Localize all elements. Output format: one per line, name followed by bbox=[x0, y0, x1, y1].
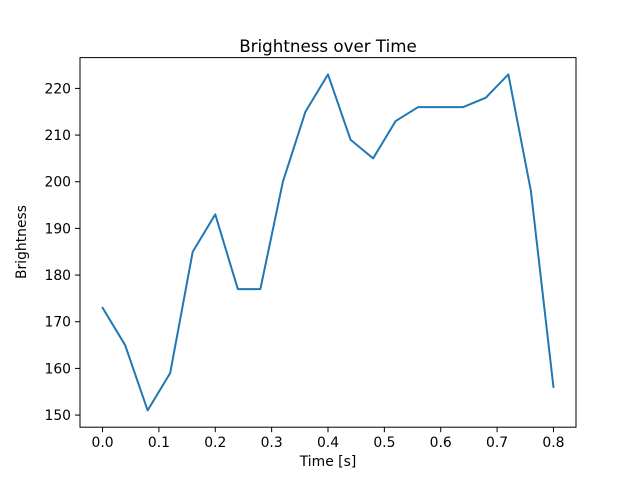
x-tick-label: 0.5 bbox=[373, 435, 395, 451]
x-tick-label: 0.8 bbox=[542, 435, 564, 451]
x-tick-label: 0.3 bbox=[261, 435, 283, 451]
plot-area: 0.0 0.1 0.2 0.3 0.4 0.5 0.6 0.7 0.8 150 160 170 180 1… bbox=[44, 57, 577, 451]
y-tick-label: 170 bbox=[44, 315, 71, 331]
y-tick-label: 150 bbox=[44, 408, 71, 424]
x-tick-label: 0.6 bbox=[430, 435, 452, 451]
y-tick-label: 200 bbox=[44, 175, 71, 191]
y-tick-label: 160 bbox=[44, 361, 71, 377]
y-tick-label: 190 bbox=[44, 221, 71, 237]
x-tick-label: 0.0 bbox=[91, 435, 113, 451]
y-tick-label: 210 bbox=[44, 128, 71, 144]
chart-title: Brightness over Time bbox=[239, 36, 417, 56]
y-axis-label: Brightness bbox=[14, 205, 30, 279]
x-tick-label: 0.1 bbox=[148, 435, 170, 451]
y-tick-label: 220 bbox=[44, 81, 71, 97]
x-axis-label: Time [s] bbox=[299, 454, 357, 470]
axes-frame bbox=[79, 57, 577, 428]
x-tick-label: 0.4 bbox=[317, 435, 339, 451]
y-tick-label: 180 bbox=[44, 268, 71, 284]
x-tick-label: 0.7 bbox=[486, 435, 508, 451]
data-line bbox=[101, 73, 555, 412]
x-tick-label: 0.2 bbox=[204, 435, 226, 451]
